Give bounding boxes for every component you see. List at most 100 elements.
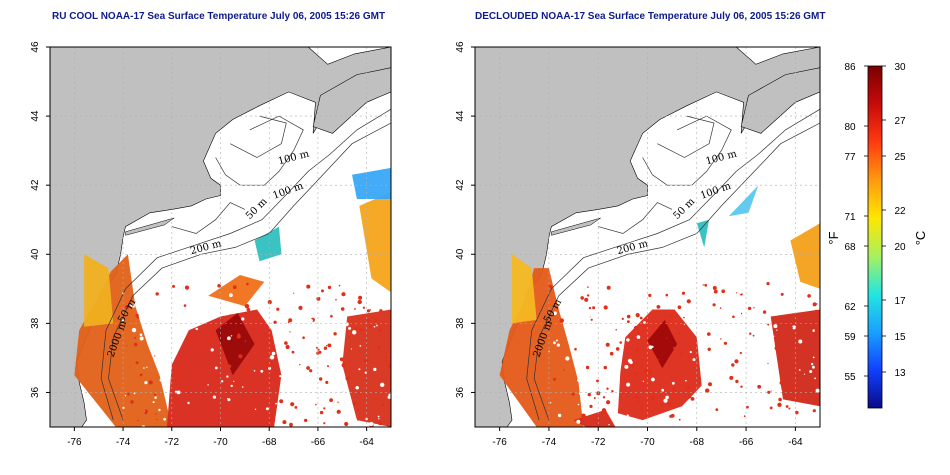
cloud-speckle bbox=[358, 392, 360, 394]
cloud-speckle bbox=[813, 357, 815, 359]
cloud-speckle bbox=[606, 343, 610, 347]
cloud-speckle bbox=[811, 379, 814, 382]
cloud-speckle bbox=[698, 381, 700, 383]
cloud-speckle bbox=[330, 315, 333, 318]
cloud-speckle bbox=[644, 297, 647, 300]
cloud-speckle bbox=[154, 396, 157, 399]
cloud-speckle bbox=[256, 422, 258, 424]
cloud-speckle bbox=[152, 336, 156, 340]
cloud-speckle bbox=[767, 324, 769, 326]
cloud-speckle bbox=[342, 363, 346, 367]
cloud-speckle bbox=[206, 338, 209, 341]
cloud-speckle bbox=[740, 352, 742, 354]
cloud-speckle bbox=[293, 293, 294, 294]
cloud-speckle bbox=[309, 369, 312, 372]
cloud-speckle bbox=[316, 347, 318, 349]
cloud-speckle bbox=[323, 422, 325, 424]
cloud-speckle bbox=[637, 331, 640, 334]
cloud-speckle bbox=[620, 312, 622, 314]
x-tick-label: -64 bbox=[788, 437, 803, 448]
cloud-speckle bbox=[595, 422, 597, 424]
cloud-speckle bbox=[720, 338, 721, 339]
cloud-speckle bbox=[703, 284, 704, 285]
cloud-speckle bbox=[684, 324, 685, 325]
cloud-speckle bbox=[353, 401, 357, 405]
y-tick-label: 40 bbox=[455, 248, 466, 260]
cloud-speckle bbox=[348, 327, 351, 330]
cloud-speckle bbox=[556, 340, 558, 342]
cloud-speckle bbox=[357, 409, 359, 411]
cloud-speckle bbox=[678, 332, 680, 334]
cloud-speckle bbox=[276, 308, 279, 311]
cloud-speckle bbox=[175, 391, 178, 394]
cloud-speckle bbox=[590, 365, 593, 368]
cloud-speckle bbox=[125, 395, 126, 396]
cloud-speckle bbox=[127, 393, 130, 396]
cloud-speckle bbox=[562, 312, 564, 314]
cloud-speckle bbox=[627, 315, 631, 319]
cloud-speckle bbox=[241, 401, 244, 404]
cloud-speckle bbox=[604, 366, 607, 369]
cloud-speckle bbox=[341, 292, 345, 296]
cloud-speckle bbox=[591, 319, 593, 321]
cloud-speckle bbox=[292, 351, 295, 354]
cloud-speckle bbox=[687, 386, 690, 389]
cloud-speckle bbox=[179, 287, 181, 289]
cloud-speckle bbox=[672, 412, 673, 413]
y-tick-label: 36 bbox=[455, 386, 466, 398]
cloud-speckle bbox=[643, 381, 644, 382]
cloud-speckle bbox=[328, 286, 331, 289]
cloud-speckle bbox=[246, 283, 249, 286]
cloud-speckle bbox=[607, 286, 611, 290]
cloud-speckle bbox=[743, 336, 745, 338]
cloud-speckle bbox=[388, 396, 391, 399]
fahrenheit-tick-label: 55 bbox=[844, 372, 856, 383]
cloud-speckle bbox=[780, 381, 784, 385]
cloud-speckle bbox=[293, 384, 297, 388]
cloud-speckle bbox=[306, 366, 310, 370]
y-tick-label: 38 bbox=[30, 317, 41, 329]
cloud-speckle bbox=[358, 296, 362, 300]
cloud-speckle bbox=[700, 340, 701, 341]
cloud-speckle bbox=[776, 313, 778, 315]
cloud-speckle bbox=[242, 373, 246, 377]
cloud-speckle bbox=[320, 354, 323, 357]
cloud-speckle bbox=[568, 338, 570, 340]
cloud-speckle bbox=[345, 376, 349, 380]
cloud-speckle bbox=[602, 311, 606, 315]
cloud-speckle bbox=[255, 409, 256, 410]
cloud-speckle bbox=[344, 422, 348, 426]
cloud-speckle bbox=[576, 420, 580, 424]
cloud-speckle bbox=[628, 359, 632, 363]
cloud-speckle bbox=[310, 385, 313, 388]
cloud-speckle bbox=[160, 379, 163, 382]
cloud-speckle bbox=[685, 380, 687, 382]
cloud-speckle bbox=[229, 293, 233, 297]
cloud-speckle bbox=[284, 289, 286, 291]
cloud-speckle bbox=[245, 340, 247, 342]
cloud-speckle bbox=[584, 298, 588, 302]
cloud-speckle bbox=[348, 336, 350, 338]
cloud-speckle bbox=[666, 294, 669, 297]
x-tick-label: -70 bbox=[640, 437, 655, 448]
cloud-speckle bbox=[308, 418, 311, 421]
cloud-speckle bbox=[316, 297, 320, 301]
cloud-speckle bbox=[301, 394, 303, 396]
cloud-speckle bbox=[126, 345, 127, 346]
cloud-speckle bbox=[286, 345, 290, 349]
y-tick-label: 38 bbox=[455, 317, 466, 329]
x-tick-label: -70 bbox=[213, 437, 228, 448]
cloud-speckle bbox=[799, 369, 801, 371]
cloud-speckle bbox=[164, 375, 167, 378]
cloud-speckle bbox=[691, 288, 695, 292]
cloud-speckle bbox=[611, 390, 613, 392]
cloud-speckle bbox=[585, 379, 586, 380]
cloud-speckle bbox=[606, 388, 608, 390]
cloud-speckle bbox=[648, 370, 652, 374]
cloud-speckle bbox=[367, 309, 370, 312]
cloud-speckle bbox=[268, 300, 272, 304]
cloud-speckle bbox=[217, 376, 219, 378]
cloud-speckle bbox=[355, 327, 358, 330]
cloud-speckle bbox=[266, 407, 269, 410]
